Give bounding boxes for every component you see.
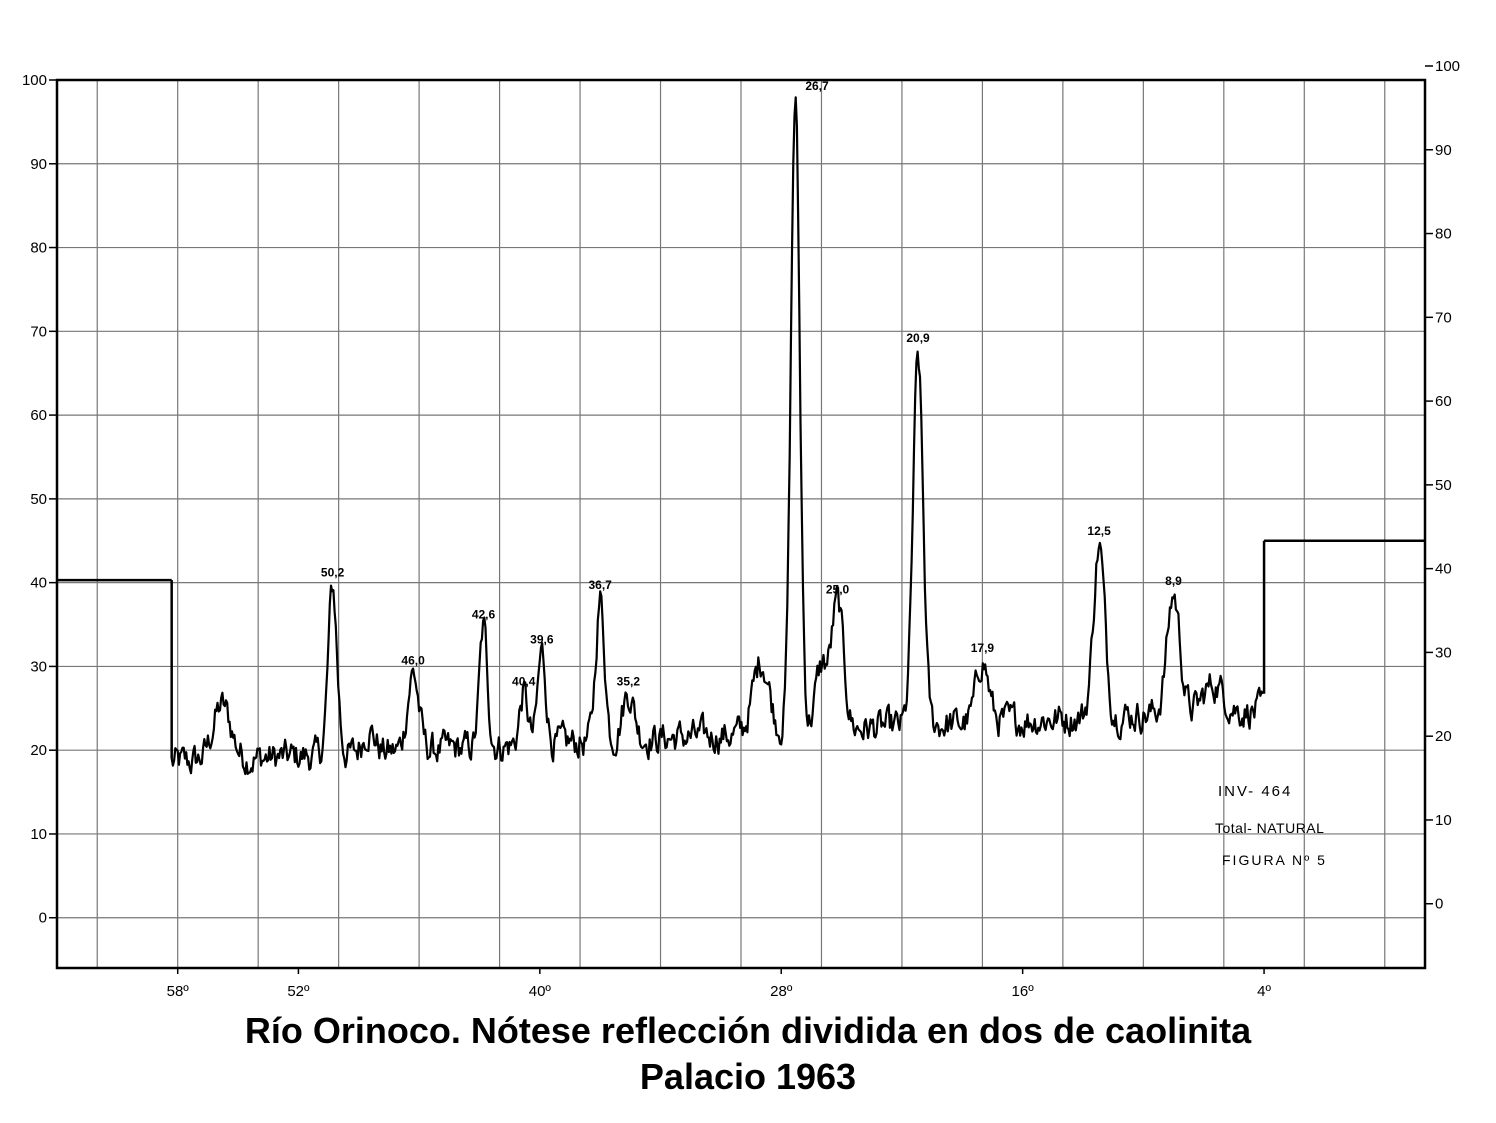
grid-layer: [57, 79, 1425, 968]
trace-layer: [170, 96, 1266, 776]
left-tick-label: 40: [30, 575, 47, 592]
left-tick-label: 50: [30, 491, 47, 508]
peak-label: 40,4: [512, 675, 536, 689]
peak-label: 17,9: [971, 641, 995, 655]
right-tick-label: 0: [1435, 896, 1443, 913]
left-tick-label: 100: [22, 72, 47, 89]
sample-label: INV- 464: [1218, 783, 1292, 800]
right-tick-label: 90: [1435, 142, 1452, 159]
diffraction-trace: [170, 96, 1264, 776]
right-tick-label: 10: [1435, 812, 1452, 829]
treatment-label: Total- NATURAL: [1215, 820, 1324, 836]
plot-border: [55, 78, 1427, 970]
baseline-markers: [57, 539, 1425, 582]
caption-title: Río Orinoco. Nótese reflección dividida …: [244, 1010, 1252, 1051]
right-tick-label: 30: [1435, 644, 1452, 661]
peak-label: 46,0: [401, 654, 425, 668]
peak-labels: 26,7 20,9 50,2 12,5 8,9 36,7 25,0 42,6 39,6 46,0 1…: [321, 79, 1182, 689]
peak-label: 35,2: [617, 675, 641, 689]
right-tick-label: 80: [1435, 226, 1452, 243]
x-tick-label: 28º: [770, 983, 793, 1000]
right-tick-label: 60: [1435, 393, 1452, 410]
left-tick-label: 60: [30, 407, 47, 424]
peak-label: 36,7: [588, 578, 612, 592]
peak-label: 8,9: [1165, 574, 1182, 588]
left-tick-label: 70: [30, 323, 47, 340]
peak-label: 39,6: [530, 633, 554, 647]
left-tick-label: 30: [30, 658, 47, 675]
right-tick-label: 70: [1435, 309, 1452, 326]
left-tick-label: 10: [30, 826, 47, 843]
peak-label: 12,5: [1087, 524, 1111, 538]
peak-label: 26,7: [805, 79, 829, 93]
right-tick-label: 50: [1435, 477, 1452, 494]
peak-label: 25,0: [826, 582, 850, 596]
x-tick-label: 4º: [1257, 983, 1271, 1000]
peak-label: 20,9: [906, 331, 930, 345]
right-y-axis: 0 10 20 30 40 50 60 70 80 90 100: [1425, 58, 1460, 913]
x-tick-label: 16º: [1012, 983, 1035, 1000]
figure-label: FIGURA Nº 5: [1222, 852, 1327, 868]
x-axis: 58º 52º 40º 28º 16º 4º: [167, 968, 1271, 1000]
peak-label: 50,2: [321, 566, 345, 580]
x-tick-label: 52º: [287, 983, 310, 1000]
right-tick-label: 20: [1435, 728, 1452, 745]
left-y-axis: 0 10 20 30 40 50 60 70 80 90 100: [22, 72, 57, 927]
x-tick-label: 40º: [529, 983, 552, 1000]
left-tick-label: 90: [30, 156, 47, 173]
right-tick-label: 100: [1435, 58, 1460, 75]
caption-source: Palacio 1963: [639, 1056, 857, 1097]
sample-info: INV- 464 Total- NATURAL FIGURA Nº 5: [1215, 783, 1327, 868]
right-tick-label: 40: [1435, 561, 1452, 578]
left-tick-label: 80: [30, 240, 47, 257]
chart-frame: [55, 78, 1427, 970]
left-tick-label: 0: [39, 910, 47, 927]
diffractogram-chart: 0 10 20 30 40 50 60 70 80 90 100 0 10 20 30 40 50 60 70 80…: [22, 58, 1460, 1000]
x-tick-label: 58º: [167, 983, 190, 1000]
left-tick-label: 20: [30, 742, 47, 759]
peak-label: 42,6: [472, 608, 496, 622]
